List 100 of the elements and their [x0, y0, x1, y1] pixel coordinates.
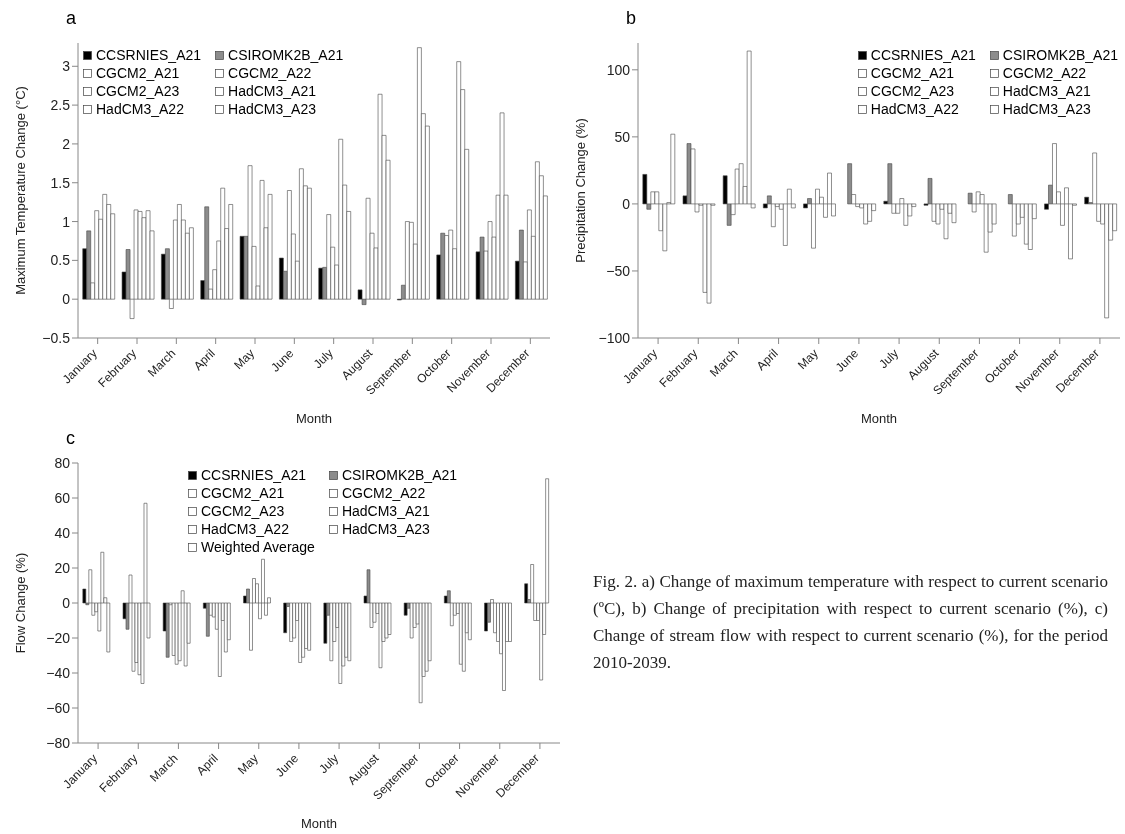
bar	[279, 257, 284, 300]
bar	[189, 227, 194, 300]
legend-label: CGCM2_A23	[870, 83, 955, 99]
bar	[94, 210, 100, 300]
bar	[338, 138, 344, 300]
legend-label: HadCM3_A21	[228, 83, 316, 99]
bar	[228, 204, 234, 300]
chart-title: c	[66, 428, 75, 449]
chart-title: a	[66, 8, 77, 29]
legend-label: CGCM2_A23	[201, 503, 285, 519]
bar	[338, 602, 343, 684]
bar	[287, 190, 292, 300]
legend-label: CCSRNIES_A21	[96, 47, 202, 63]
bar	[323, 602, 328, 644]
legend-label: CGCM2_A22	[1002, 65, 1087, 81]
bar	[318, 267, 324, 300]
bar	[535, 161, 540, 300]
bar	[329, 602, 334, 662]
legend-label: Weighted Average	[201, 539, 315, 555]
bar	[1052, 143, 1057, 205]
x-tick-label: May	[234, 751, 261, 778]
x-axis-title: Month	[860, 411, 898, 426]
caption: Fig. 2. a) Change of maximum temperature with respect to current scenario (ºC), b) Change of precipitation with respect to current scenario (%), c) Change of stream flow with respect to current scenario (%), for the period 2010-2039.	[593, 571, 1108, 674]
legend-label: HadCM3_A23	[1002, 101, 1091, 117]
legend-label: HadCM3_A23	[228, 101, 316, 117]
bar	[746, 50, 752, 205]
legend-label: CGCM2_A22	[228, 65, 312, 81]
bar	[487, 221, 493, 300]
x-tick-label: May	[794, 346, 821, 373]
bar	[951, 203, 957, 223]
y-tick-label: 1	[62, 213, 71, 230]
y-tick-label: 50	[614, 128, 631, 145]
legend-label: CGCM2_A23	[96, 83, 180, 99]
y-tick-label: −40	[46, 664, 71, 681]
bar	[137, 211, 143, 300]
bar	[738, 163, 744, 205]
x-tick-label: July	[310, 346, 336, 372]
y-tick-label: 20	[54, 559, 71, 576]
bar	[377, 93, 383, 300]
bar	[519, 229, 524, 300]
bar	[935, 203, 941, 225]
bar	[387, 602, 392, 635]
bar	[204, 206, 210, 300]
legend-label: CGCM2_A21	[201, 485, 285, 501]
bar	[259, 180, 265, 300]
x-tick-label: July	[316, 751, 342, 777]
bar	[299, 168, 304, 300]
y-tick-label: 40	[54, 524, 71, 541]
y-tick-label: 3	[62, 58, 71, 75]
x-tick-label: May	[231, 346, 258, 373]
bar	[502, 602, 506, 691]
y-tick-label: −100	[598, 329, 631, 346]
bar	[479, 236, 485, 300]
bar	[347, 602, 352, 662]
bar	[943, 203, 949, 240]
legend-label: HadCM3_A22	[201, 521, 289, 537]
bar	[220, 187, 226, 300]
x-axis-title: Month	[295, 411, 333, 426]
bar	[417, 47, 422, 300]
bar	[247, 165, 253, 300]
y-tick-label: 100	[606, 61, 631, 78]
bar	[206, 602, 210, 637]
bar	[177, 204, 182, 300]
bar	[1084, 196, 1089, 205]
bar	[102, 194, 108, 300]
bar	[1028, 203, 1033, 250]
bar	[670, 133, 676, 205]
legend-label: HadCM3_A21	[341, 503, 430, 519]
bar	[706, 203, 712, 304]
legend-label: HadCM3_A21	[1002, 83, 1091, 99]
legend-label: CGCM2_A22	[341, 485, 426, 501]
bar	[448, 229, 454, 300]
y-tick-label: −20	[46, 629, 71, 646]
y-tick-label: 80	[54, 454, 71, 471]
y-tick-label: 2	[62, 135, 71, 152]
bar	[409, 602, 414, 639]
bar	[499, 112, 505, 300]
y-tick-label: 0	[62, 594, 71, 611]
y-tick-label: 0	[62, 291, 71, 308]
bar	[539, 602, 543, 681]
y-tick-label: 60	[54, 489, 71, 506]
bar	[863, 203, 868, 225]
legend-label: HadCM3_A22	[96, 101, 184, 117]
bar	[867, 203, 872, 222]
y-tick-label: 1.5	[50, 174, 71, 191]
bar	[462, 602, 466, 672]
bar	[468, 602, 472, 641]
bar	[484, 602, 488, 632]
legend-label: CCSRNIES_A21	[870, 47, 976, 63]
legend-label: CCSRNIES_A21	[201, 467, 307, 483]
bar	[409, 222, 414, 300]
bar	[283, 602, 287, 634]
x-axis-title: Month	[300, 816, 338, 831]
y-tick-label: 0	[622, 195, 631, 212]
bar	[847, 163, 852, 205]
legend-label: CSIROMK2B_A21	[1002, 47, 1118, 63]
legend-label: CGCM2_A21	[96, 65, 180, 81]
chart-title: b	[626, 8, 637, 29]
y-axis-title: Flow Change (%)	[12, 552, 28, 654]
y-tick-label: −50	[606, 262, 631, 279]
